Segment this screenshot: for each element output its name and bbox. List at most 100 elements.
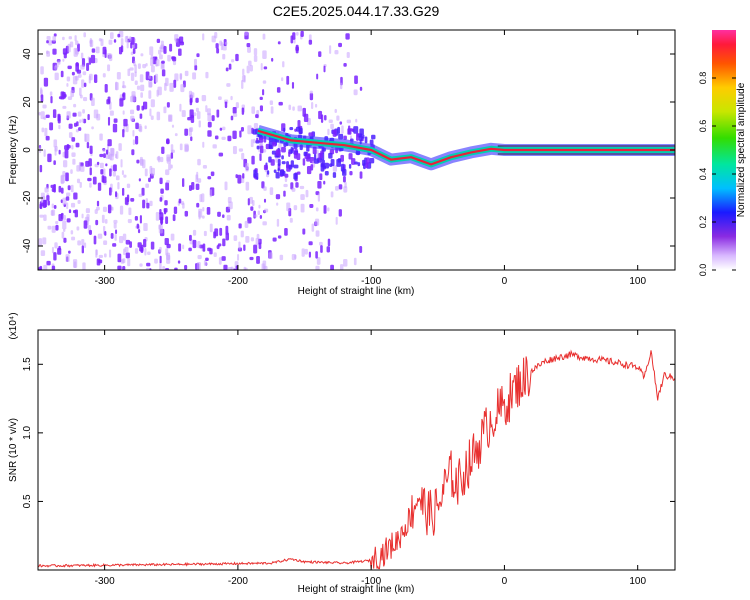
noise-speckle xyxy=(290,147,294,154)
noise-speckle xyxy=(189,109,194,119)
noise-speckle xyxy=(319,241,323,246)
noise-speckle xyxy=(164,200,168,206)
noise-speckle xyxy=(353,257,357,266)
noise-speckle xyxy=(283,183,288,188)
noise-speckle xyxy=(217,243,222,247)
snr-series-line xyxy=(38,349,675,570)
noise-speckle xyxy=(46,40,49,44)
noise-speckle xyxy=(159,197,163,202)
noise-speckle xyxy=(165,169,170,176)
noise-speckle xyxy=(53,33,57,37)
noise-speckle xyxy=(209,189,213,198)
noise-speckle xyxy=(218,257,222,265)
noise-speckle xyxy=(238,223,242,229)
noise-speckle xyxy=(96,113,101,121)
noise-speckle xyxy=(343,135,347,140)
noise-speckle xyxy=(318,152,321,161)
noise-speckle xyxy=(213,231,216,239)
noise-speckle xyxy=(348,153,353,160)
noise-speckle xyxy=(323,180,326,185)
noise-speckle xyxy=(83,220,88,229)
noise-speckle xyxy=(72,259,78,268)
noise-speckle xyxy=(233,235,238,242)
noise-speckle xyxy=(65,196,70,201)
noise-speckle xyxy=(299,185,305,190)
noise-speckle xyxy=(112,243,117,247)
noise-speckle xyxy=(104,219,108,224)
noise-speckle xyxy=(46,51,51,57)
noise-speckle xyxy=(222,126,226,131)
noise-speckle xyxy=(58,185,62,193)
noise-speckle xyxy=(226,214,231,221)
noise-speckle xyxy=(104,253,107,258)
noise-speckle xyxy=(158,224,162,230)
noise-speckle xyxy=(127,258,131,267)
noise-speckle xyxy=(121,170,124,176)
noise-speckle xyxy=(84,242,87,249)
noise-speckle xyxy=(283,190,286,197)
noise-speckle xyxy=(143,239,147,248)
noise-speckle xyxy=(75,40,79,46)
noise-speckle xyxy=(290,182,294,190)
colorbar-tick-label: 0.4 xyxy=(698,168,708,181)
noise-speckle xyxy=(338,209,342,217)
noise-speckle xyxy=(256,172,259,180)
noise-speckle xyxy=(88,75,91,84)
noise-speckle xyxy=(86,213,90,222)
noise-speckle xyxy=(149,108,152,117)
noise-speckle xyxy=(346,51,350,59)
noise-speckle xyxy=(105,163,108,167)
noise-speckle xyxy=(103,240,108,246)
noise-speckle xyxy=(191,181,195,190)
noise-speckle xyxy=(231,59,235,63)
noise-speckle xyxy=(161,146,165,154)
noise-speckle xyxy=(40,66,44,75)
noise-speckle xyxy=(252,199,255,207)
snr-frame xyxy=(37,329,676,571)
noise-speckle xyxy=(87,56,90,60)
noise-speckle xyxy=(348,125,351,135)
noise-speckle xyxy=(71,152,76,157)
noise-speckle xyxy=(131,149,135,156)
noise-speckle xyxy=(156,89,159,97)
noise-speckle xyxy=(163,106,167,114)
noise-speckle xyxy=(156,38,161,44)
noise-speckle xyxy=(219,227,223,236)
noise-speckle xyxy=(202,141,205,148)
noise-speckle xyxy=(95,219,99,226)
noise-speckle xyxy=(182,202,185,209)
noise-speckle xyxy=(108,187,112,196)
noise-speckle xyxy=(179,143,183,151)
y-tick-label: 40 xyxy=(22,48,33,60)
noise-speckle xyxy=(304,248,308,255)
noise-speckle xyxy=(62,215,67,221)
noise-speckle xyxy=(327,128,330,136)
noise-speckle xyxy=(275,171,280,179)
noise-speckle xyxy=(291,81,295,89)
spectrogram-x-label: Height of straight line (km) xyxy=(298,286,415,297)
noise-speckle xyxy=(197,178,202,183)
noise-speckle xyxy=(171,124,175,128)
noise-speckle xyxy=(310,164,314,171)
noise-speckle xyxy=(324,170,329,176)
noise-speckle xyxy=(112,171,116,177)
noise-speckle xyxy=(261,181,265,189)
noise-speckle xyxy=(364,136,368,144)
noise-speckle xyxy=(168,163,172,171)
noise-speckle xyxy=(139,74,144,83)
noise-speckle xyxy=(263,198,267,203)
noise-speckle xyxy=(343,62,347,67)
noise-speckle xyxy=(328,119,333,124)
noise-speckle xyxy=(321,159,325,167)
snr-y-axis: 0.5 1.0 1.5 xyxy=(22,357,675,508)
noise-speckle xyxy=(170,164,173,169)
noise-speckle xyxy=(105,149,109,155)
noise-speckle xyxy=(177,260,181,264)
noise-speckle xyxy=(86,62,90,71)
noise-speckle xyxy=(115,175,120,181)
noise-speckle xyxy=(109,110,114,116)
noise-speckle xyxy=(46,35,51,40)
noise-speckle xyxy=(124,246,129,253)
noise-speckle xyxy=(221,136,226,141)
colorbar: 0.0 0.2 0.4 0.6 0.8 Normalized spectral ampl… xyxy=(698,30,747,276)
